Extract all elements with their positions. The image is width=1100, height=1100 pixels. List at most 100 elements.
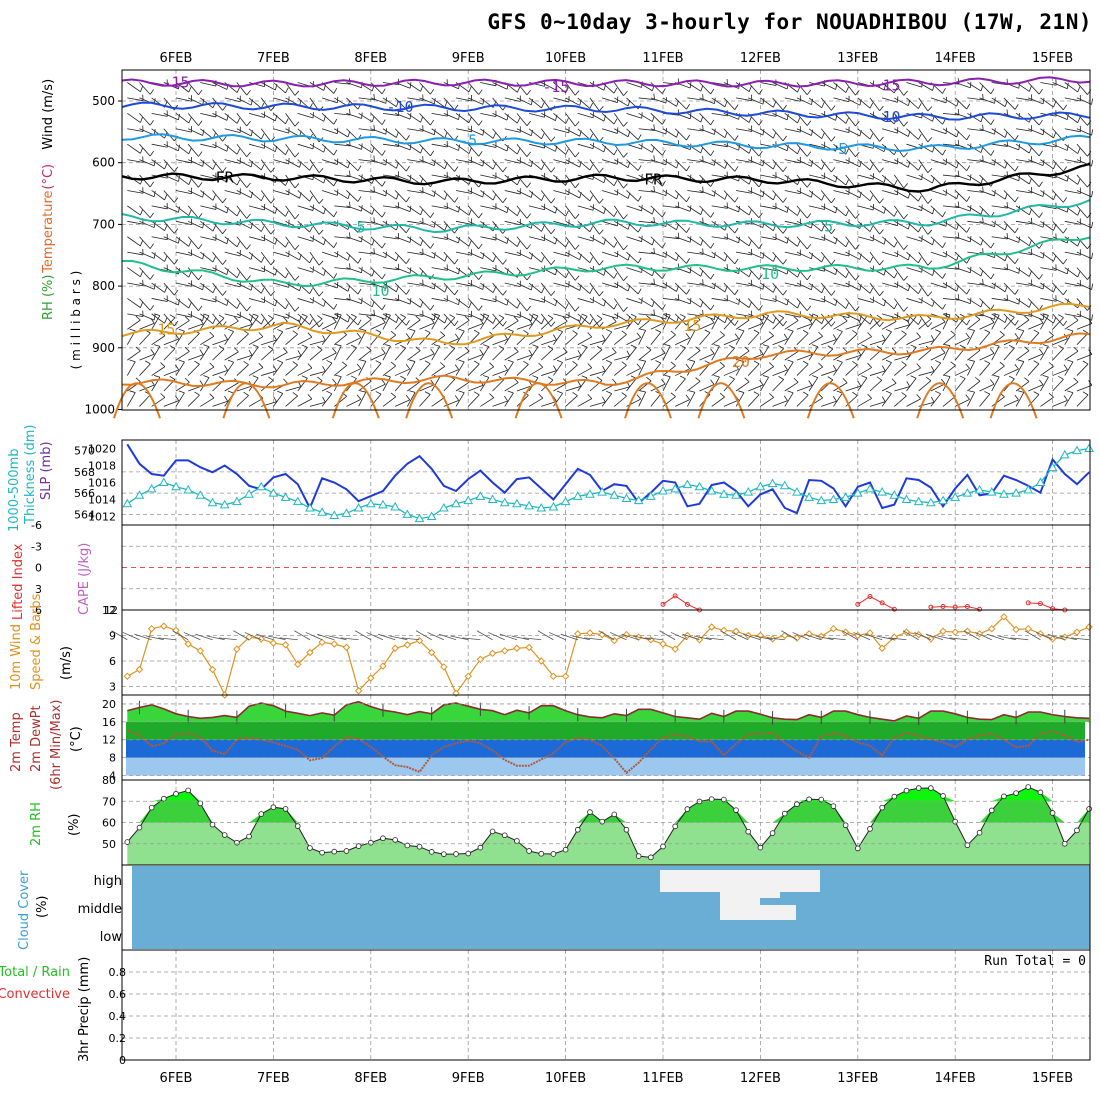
slp-tick-label: 1016 [88, 477, 116, 490]
wind-barb-flag [980, 208, 984, 215]
wind-barb-flag [831, 259, 836, 265]
wind-barb [455, 97, 472, 102]
wind-barb [395, 205, 411, 212]
wind-barb-flag [893, 180, 898, 186]
wind-speed-line [127, 615, 1090, 697]
wind-barb [1076, 384, 1093, 392]
surface-wind-barb [572, 635, 591, 641]
wind-barb [236, 190, 252, 199]
wind-barb-flag [927, 106, 933, 112]
wind-barb [260, 318, 274, 330]
wind-barb-flag [349, 263, 351, 270]
thickness-marker [244, 489, 254, 498]
thickness-marker [731, 490, 741, 499]
wind-barb-flag [528, 318, 533, 325]
wind-barb-flag [646, 376, 652, 382]
wind-barb-flag [821, 256, 825, 263]
wind-barb [784, 381, 799, 392]
wind-barb [261, 298, 276, 307]
wind-barb-flag [226, 299, 229, 306]
wind-barb [626, 316, 637, 330]
wind-barb-flag [935, 390, 941, 395]
wind-barb [382, 143, 399, 147]
wind-barb-flag [562, 316, 568, 322]
wind-barb [127, 298, 141, 308]
wind-barb-flag [950, 361, 956, 366]
isotherm-line [121, 236, 1091, 288]
surface-wind-barb [609, 632, 627, 641]
wind-barb [699, 298, 711, 311]
wind-barb [139, 363, 151, 376]
wind-barb-flag [876, 345, 883, 350]
wind-barb [334, 82, 351, 85]
wind-barb-flag [980, 146, 984, 153]
wind-barb-flag [283, 347, 288, 353]
wind-barb-flag [686, 289, 690, 295]
wind-barb-flag [806, 120, 812, 126]
rh-marker [1037, 789, 1044, 796]
wind-barb-flag [294, 214, 300, 220]
wind-barb [553, 298, 566, 310]
wind-barb-flag [454, 258, 459, 265]
wind-barb [1052, 400, 1068, 407]
wind-barb [942, 220, 957, 230]
wind-barb [382, 112, 399, 116]
wind-barb [930, 321, 946, 330]
wind-barb [1076, 236, 1088, 250]
wind-barb-flag [409, 328, 416, 332]
wind-barb [248, 112, 265, 118]
wind-barb [747, 205, 760, 219]
wind-speed-marker [1048, 635, 1057, 643]
wind-barb-flag [322, 335, 326, 341]
surface-wind-barb [294, 630, 311, 641]
wind-barb-flag [478, 274, 483, 280]
wind-barb-flag [454, 289, 459, 296]
rh-marker [1086, 806, 1092, 812]
wind-barb-flag [768, 331, 774, 337]
wind-barb-flag [1073, 377, 1079, 383]
wind-barb [455, 251, 472, 256]
wind-barb [187, 298, 199, 311]
wind-barb-flag [405, 196, 410, 203]
date-label-bottom: 12FEB [740, 1071, 781, 1086]
upper-air-panel [121, 69, 1091, 411]
wind-barb-flag [782, 135, 787, 142]
wind-barb [334, 174, 351, 178]
wind-barb-flag [405, 333, 411, 339]
thickness-marker [840, 492, 851, 501]
wind-barb-flag [869, 287, 874, 294]
surface-wind-barb [488, 632, 505, 641]
isotherm-cell [916, 382, 965, 419]
wind-barb-flag [811, 283, 814, 290]
wind-barb [1027, 82, 1040, 95]
wind-barb-flag [409, 113, 412, 120]
wind-barb [955, 368, 970, 376]
wind-barb-flag [160, 331, 166, 337]
wind-barb-flag [719, 392, 725, 398]
wind-barb-flag [759, 349, 764, 355]
wind-speed-marker [659, 640, 667, 648]
wind-barb [833, 267, 847, 278]
wind-barb [942, 396, 956, 407]
wind-barb [370, 267, 383, 280]
wind-barb-flag [1053, 286, 1057, 293]
wind-barb [1028, 220, 1044, 228]
wind-barb-flag [530, 314, 534, 321]
wind-barb-flag [927, 291, 933, 297]
wind-barb-flag [855, 244, 860, 250]
wind-barb-flag [646, 346, 652, 351]
wind-barb-flag [1004, 162, 1008, 169]
wind-barb [845, 282, 861, 291]
wind-barb [821, 236, 836, 245]
wind-barb [419, 353, 435, 361]
wind-barb [675, 236, 691, 243]
wind-barb-flag [396, 193, 399, 200]
wind-barb [553, 205, 566, 217]
cloud-unit-label: (%) [35, 896, 50, 919]
wind-barb [175, 159, 192, 164]
wind-barb-flag [965, 394, 970, 400]
wind-barb [395, 174, 411, 182]
rh-marker [380, 835, 386, 842]
wind-barb-flag [930, 335, 935, 341]
rh-marker [136, 824, 143, 831]
